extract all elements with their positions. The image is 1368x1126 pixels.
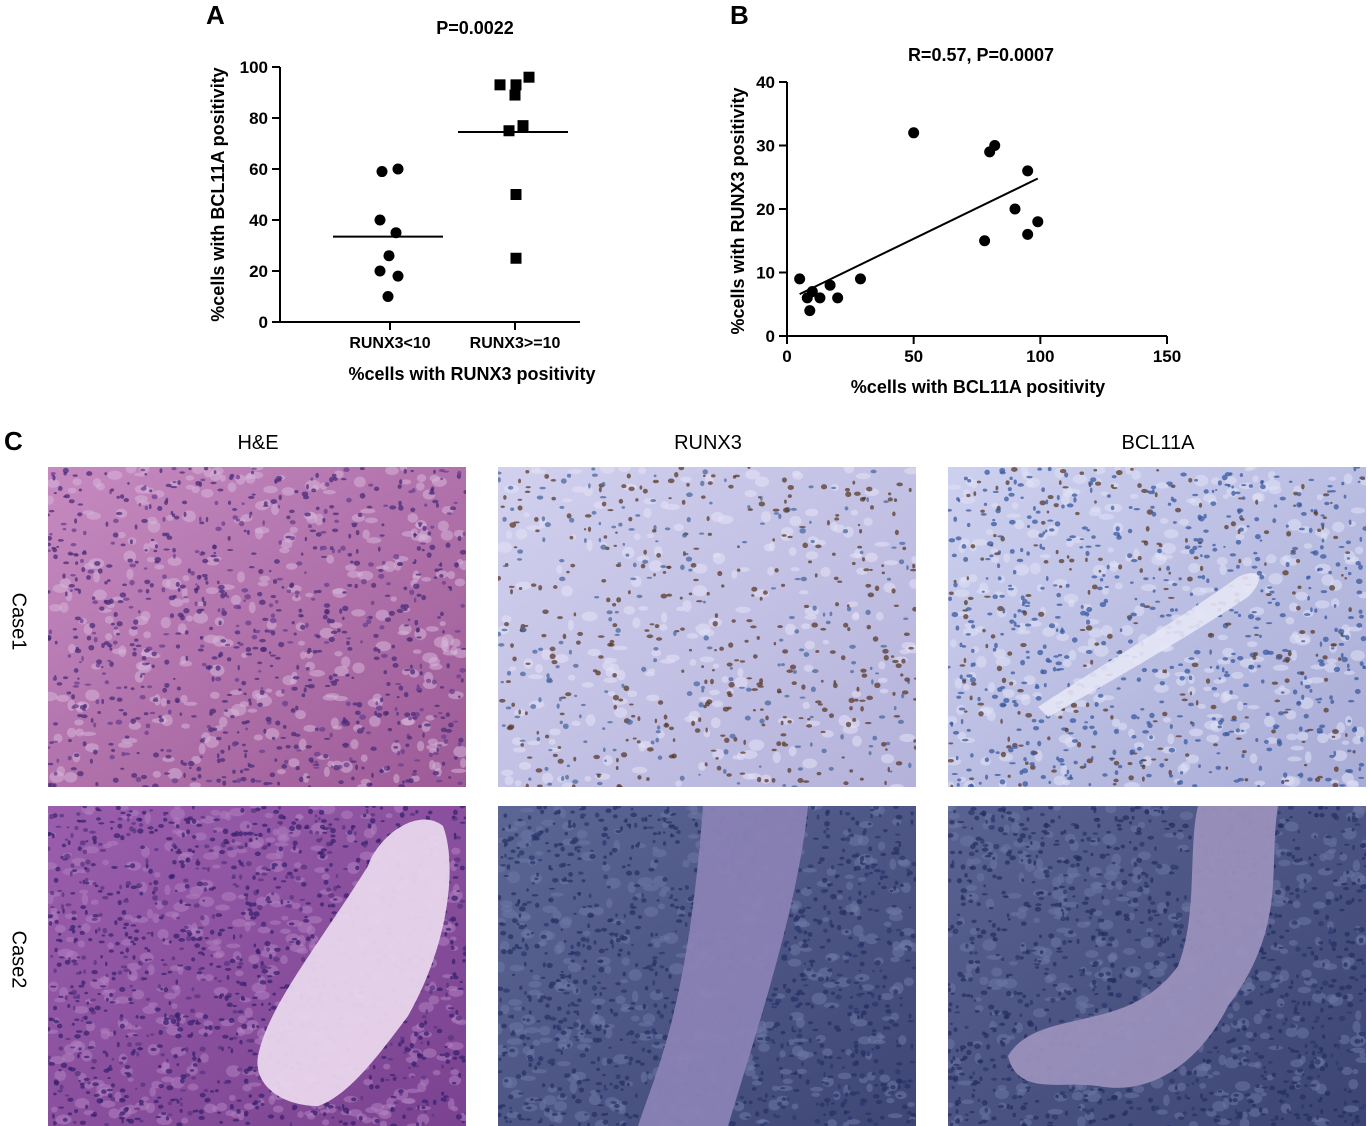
data-point — [503, 125, 515, 137]
data-point — [392, 270, 404, 282]
data-point — [510, 79, 522, 91]
chart-b-runx3-vs-bcl11a-scatter: 0 10 20 30 40 0 50 100 150 R=0.57, P=0.0007 %cells… — [728, 45, 1181, 397]
x-tick-label: 100 — [1026, 347, 1054, 366]
column-header-bcl11a: BCL11A — [1121, 432, 1195, 454]
vessel-lumen — [1008, 806, 1278, 1088]
micrograph-case2-he — [48, 806, 466, 1126]
vessel-lumen — [1038, 573, 1259, 717]
data-point — [494, 79, 506, 91]
data-point — [989, 140, 1001, 151]
micrograph-case1-runx3 — [498, 467, 916, 787]
row-header-case2: Case2 — [7, 930, 30, 989]
x-tick-label: 0 — [782, 347, 791, 366]
y-tick-label: 20 — [756, 200, 775, 219]
y-tick-label: 60 — [249, 160, 268, 179]
data-point — [374, 265, 386, 277]
y-tick-label: 20 — [249, 262, 268, 281]
vessel-lumen — [638, 806, 808, 1126]
micrograph-case1-bcl11a — [948, 467, 1366, 787]
data-point — [1022, 228, 1034, 240]
x-tick-label: 150 — [1153, 347, 1181, 366]
chart-a-bcl11a-by-runx3-group: 0 20 40 60 80 100 RUNX3<10 RUNX3>=10 P=0.0022 %ce… — [208, 18, 596, 384]
data-point — [383, 250, 395, 262]
data-point — [1009, 203, 1021, 215]
chart-a-x-axis-title: %cells with RUNX3 positivity — [348, 364, 595, 384]
data-point — [832, 292, 844, 304]
column-header-runx3: RUNX3 — [674, 432, 742, 454]
data-point — [804, 305, 816, 317]
panel-label-a: A — [206, 0, 225, 30]
x-category-label: RUNX3>=10 — [470, 335, 561, 352]
y-tick-label: 40 — [249, 211, 268, 230]
data-point — [376, 166, 388, 178]
data-point — [908, 127, 920, 139]
data-point — [517, 120, 529, 132]
y-tick-label: 10 — [756, 264, 775, 283]
chart-b-y-axis-title: %cells with RUNX3 positivity — [728, 87, 748, 334]
regression-line — [799, 177, 1039, 295]
chart-a-y-axis-title: %cells with BCL11A positivity — [208, 67, 228, 321]
y-tick-label: 0 — [259, 313, 268, 332]
panel-label-c: C — [4, 426, 23, 456]
column-header-he: H&E — [237, 432, 279, 454]
data-point — [824, 279, 836, 291]
data-point — [510, 252, 522, 264]
data-point — [382, 291, 394, 302]
data-point — [979, 235, 991, 247]
row-header-case1: Case1 — [7, 592, 30, 651]
y-tick-label: 80 — [249, 109, 268, 128]
y-tick-label: 30 — [756, 137, 775, 156]
data-point — [374, 214, 386, 226]
micrograph-case2-runx3 — [498, 806, 916, 1126]
vessel-lumen — [257, 819, 450, 1106]
data-point — [1022, 165, 1034, 177]
y-tick-label: 40 — [756, 73, 775, 92]
panel-label-b: B — [730, 0, 749, 30]
y-tick-label: 0 — [766, 327, 775, 346]
chart-a-title: P=0.0022 — [436, 18, 514, 38]
data-point — [814, 292, 826, 304]
data-point — [854, 273, 866, 285]
data-point — [523, 71, 535, 83]
data-point — [390, 227, 402, 239]
x-tick-label: 50 — [904, 347, 923, 366]
data-point — [510, 189, 522, 200]
data-point — [392, 163, 404, 175]
data-point — [794, 273, 806, 285]
x-category-label: RUNX3<10 — [349, 335, 430, 352]
data-point — [1032, 216, 1044, 228]
chart-b-x-axis-title: %cells with BCL11A positivity — [851, 377, 1105, 397]
data-point — [806, 286, 818, 298]
chart-b-title: R=0.57, P=0.0007 — [908, 45, 1054, 65]
micrograph-case1-he — [48, 467, 466, 787]
micrograph-case2-bcl11a — [948, 806, 1366, 1126]
data-point — [509, 89, 521, 101]
y-tick-label: 100 — [240, 58, 268, 77]
